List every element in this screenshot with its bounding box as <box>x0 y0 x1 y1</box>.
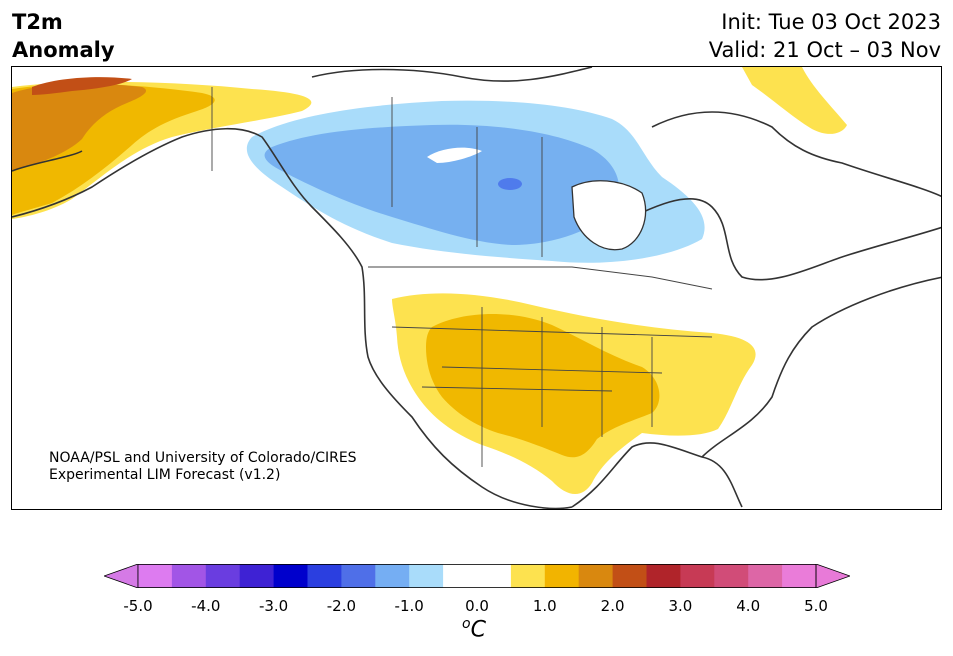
us-gold-region <box>426 313 660 458</box>
political-borders <box>211 87 713 467</box>
colorbar <box>104 564 850 588</box>
colorbar-under-triangle <box>104 564 139 588</box>
valid-dates: Valid: 21 Oct – 03 Nov <box>708 38 941 62</box>
colorbar-segment <box>205 564 241 588</box>
colorbar-segment <box>409 564 444 588</box>
great-slave-lake <box>427 147 482 163</box>
colorbar-segment <box>714 564 749 588</box>
credit-line-1: NOAA/PSL and University of Colorado/CIRE… <box>49 450 357 466</box>
colorbar-segment <box>273 564 308 588</box>
colorbar-tick-label: 3.0 <box>668 597 693 615</box>
colorbar-tick-label: 4.0 <box>736 597 761 615</box>
colorbar-tick-label: -2.0 <box>326 597 357 615</box>
credit-line-2: Experimental LIM Forecast (v1.2) <box>49 467 281 483</box>
colorbar-segment <box>138 564 173 588</box>
colorbar-segment <box>612 564 647 588</box>
hudson-bay <box>571 180 647 251</box>
colorbar-tick-label: 5.0 <box>804 597 828 615</box>
colorbar-segment <box>646 564 681 588</box>
colorbar-tick-label: -1.0 <box>394 597 424 615</box>
colorbar-segment <box>748 564 783 588</box>
colorbar-segment <box>477 564 512 588</box>
colorbar-segment <box>375 564 410 588</box>
init-date: Init: Tue 03 Oct 2023 <box>721 10 941 34</box>
colorbar-segment <box>578 564 614 588</box>
colorbar-tick-label: -3.0 <box>258 597 289 615</box>
canada-blue-mid-region <box>264 124 620 245</box>
colorbar-over-triangle <box>815 564 850 588</box>
date-info: Init: Tue 03 Oct 2023 Valid: 21 Oct – 03… <box>709 8 941 64</box>
map-title: T2m Anomaly <box>12 8 115 64</box>
colorbar-segment <box>239 564 275 588</box>
colorbar-tick-label: 0.0 <box>465 597 489 615</box>
map-panel <box>11 66 942 510</box>
canada-blue-dark-core <box>498 178 522 190</box>
colorbar-segment <box>443 564 478 588</box>
alaska-rust-region <box>32 77 132 95</box>
colorbar-units: oC <box>462 616 486 642</box>
colorbar-tick-label: 2.0 <box>600 597 625 615</box>
colorbar-segment <box>782 564 817 588</box>
title-line-2: Anomaly <box>12 38 115 62</box>
colorbar-tick-label: -4.0 <box>191 597 221 615</box>
alaska-orange-region <box>12 83 147 171</box>
colorbar-segment <box>510 564 546 588</box>
colorbar-border <box>137 564 817 588</box>
colorbar-ticks: -5.0 -4.0 -3.0 -2.0 -1.0 0.0 1.0 2.0 3.0 4.0 5.0 <box>0 597 953 617</box>
colorbar-segment <box>680 564 715 588</box>
colorbar-tick-label: -5.0 <box>123 597 153 615</box>
coastlines <box>12 67 941 509</box>
colorbar-segment <box>171 564 207 588</box>
title-line-1: T2m <box>12 10 63 34</box>
colorbar-segment <box>307 564 342 588</box>
colorbar-tick-label: 1.0 <box>532 597 557 615</box>
units-degree-symbol: o <box>462 616 471 632</box>
anomaly-map <box>12 67 941 509</box>
map-credit: NOAA/PSL and University of Colorado/CIRE… <box>49 450 357 484</box>
colorbar-segment <box>341 564 376 588</box>
colorbar-segment <box>544 564 580 588</box>
greenland-yellow-region <box>742 67 847 134</box>
units-letter: C <box>470 617 486 643</box>
